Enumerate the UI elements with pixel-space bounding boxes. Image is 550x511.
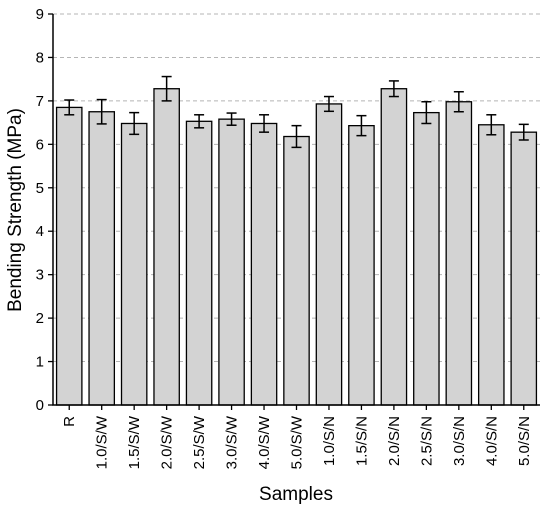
bar bbox=[445, 101, 473, 406]
x-tick-label: 4.0/S/N bbox=[483, 416, 500, 466]
y-tick-label: 7 bbox=[36, 93, 44, 110]
x-tick-label: 5.0/S/N bbox=[516, 416, 533, 466]
bar bbox=[218, 118, 245, 406]
x-tick-label: 3.0/S/N bbox=[451, 416, 468, 466]
bar bbox=[380, 88, 408, 406]
y-axis-title: Bending Strength (MPa) bbox=[5, 108, 26, 312]
y-tick-label: 2 bbox=[36, 310, 44, 327]
x-tick-label: 1.0/S/W bbox=[94, 415, 111, 469]
bar bbox=[477, 124, 505, 406]
x-tick-label: 1.0/S/N bbox=[321, 416, 338, 466]
x-tick-label: 2.0/S/N bbox=[386, 416, 403, 466]
bar bbox=[153, 88, 180, 406]
bar bbox=[55, 106, 83, 406]
y-tick-label: 1 bbox=[36, 354, 44, 371]
bar bbox=[88, 111, 116, 406]
y-tick-label: 6 bbox=[36, 136, 44, 153]
error-bar bbox=[291, 124, 302, 149]
error-bar bbox=[226, 112, 237, 126]
x-tick-label: 1.5/S/W bbox=[126, 415, 143, 469]
y-tick-label: 9 bbox=[36, 6, 44, 23]
bar bbox=[348, 125, 375, 406]
y-tick-label: 0 bbox=[36, 397, 44, 414]
bar bbox=[185, 120, 213, 406]
x-tick-label: R bbox=[61, 416, 78, 427]
y-tick-label: 4 bbox=[36, 223, 44, 240]
y-axis-ticks: 0 1 2 3 4 5 6 7 8 9 bbox=[36, 6, 53, 414]
error-bar bbox=[64, 99, 75, 116]
x-tick-label: 4.0/S/W bbox=[256, 415, 273, 469]
error-bar bbox=[129, 111, 140, 136]
x-axis-ticks: R 1.0/S/W 1.5/S/W 2.0/S/W 2.5/S/W 3.0/S/W 4.0/… bbox=[61, 405, 533, 469]
y-tick-label: 5 bbox=[36, 180, 44, 197]
x-axis-title: Samples bbox=[259, 484, 333, 505]
error-bar bbox=[486, 114, 497, 136]
x-tick-label: 2.5/S/W bbox=[191, 415, 208, 469]
x-tick-label: 5.0/S/W bbox=[289, 415, 306, 469]
x-tick-label: 2.0/S/W bbox=[159, 415, 176, 469]
x-tick-label: 3.0/S/W bbox=[224, 415, 241, 469]
x-tick-label: 1.5/S/N bbox=[353, 416, 370, 466]
error-bar bbox=[388, 80, 399, 98]
error-bars bbox=[64, 75, 529, 149]
error-bar bbox=[453, 91, 464, 113]
error-bar bbox=[356, 114, 367, 137]
error-bar bbox=[323, 95, 334, 113]
bar bbox=[120, 122, 148, 406]
error-bar bbox=[96, 98, 107, 125]
y-tick-label: 8 bbox=[36, 49, 44, 66]
y-tick-label: 3 bbox=[36, 267, 44, 284]
error-bar bbox=[259, 114, 270, 133]
bar bbox=[315, 103, 343, 406]
bar bbox=[250, 122, 278, 406]
error-bar bbox=[421, 101, 432, 125]
error-bar bbox=[518, 123, 529, 141]
error-bar bbox=[194, 114, 205, 129]
error-bar bbox=[161, 75, 172, 102]
bar bbox=[510, 131, 538, 406]
x-tick-label: 2.5/S/N bbox=[418, 416, 435, 466]
bar bbox=[413, 111, 440, 406]
bar bbox=[283, 135, 310, 406]
